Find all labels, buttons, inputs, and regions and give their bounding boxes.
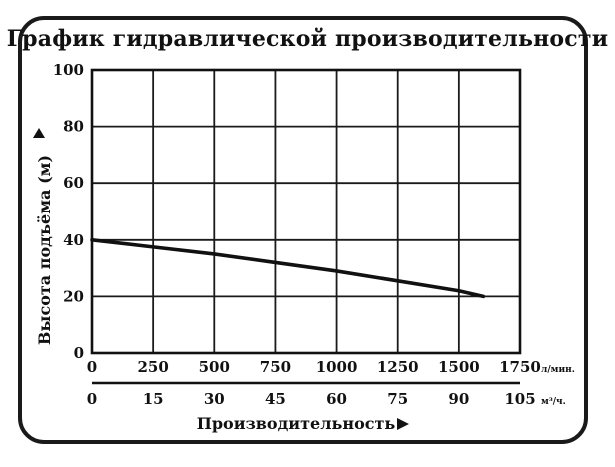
- x-axis-title: Производительность: [197, 414, 396, 433]
- y-tick-label: 100: [53, 61, 84, 79]
- x-tick-labels-primary: 0 250 500 750 1000 1250 1500 1750: [87, 358, 541, 376]
- x-axis-arrow-icon: [397, 418, 409, 430]
- grid: [90, 68, 522, 385]
- y-tick-labels: 0 20 40 60 80 100: [53, 61, 84, 362]
- x-tick-label-primary: 1250: [377, 358, 419, 376]
- x-axis-title-group: Производительность: [197, 414, 409, 433]
- y-tick-label: 60: [63, 174, 84, 192]
- x-unit-primary: л/мин.: [541, 365, 575, 375]
- y-tick-label: 20: [63, 287, 84, 305]
- y-axis-title: Высота подъёма (м): [35, 155, 54, 345]
- x-tick-label-primary: 0: [87, 358, 97, 376]
- y-tick-label: 80: [63, 118, 84, 136]
- x-tick-label-secondary: 90: [448, 390, 469, 408]
- x-tick-label-secondary: 0: [87, 390, 97, 408]
- x-tick-label-secondary: 75: [387, 390, 408, 408]
- x-tick-label-secondary: 15: [143, 390, 164, 408]
- y-tick-label: 40: [63, 231, 84, 249]
- chart-title: График гидравлической производительности: [6, 26, 609, 52]
- x-tick-label-primary: 1000: [316, 358, 358, 376]
- plot-border: [90, 68, 522, 355]
- x-tick-label-primary: 250: [137, 358, 168, 376]
- y-axis-title-group: Высота подъёма (м): [33, 128, 54, 345]
- x-tick-label-secondary: 105: [504, 390, 535, 408]
- x-tick-label-primary: 1750: [499, 358, 541, 376]
- y-tick-label: 0: [74, 344, 84, 362]
- series-line: [90, 238, 486, 299]
- x-tick-label-primary: 750: [260, 358, 291, 376]
- chart-frame: [18, 16, 588, 444]
- x-tick-label-primary: 500: [199, 358, 230, 376]
- x-tick-label-secondary: 30: [204, 390, 225, 408]
- x-unit-secondary: м³/ч.: [541, 397, 566, 407]
- series: [90, 238, 486, 299]
- x-tick-labels-secondary: 0 15 30 45 60 75 90 105: [87, 390, 536, 408]
- x-tick-label-secondary: 60: [326, 390, 347, 408]
- x-tick-label-primary: 1500: [438, 358, 480, 376]
- y-axis-arrow-icon: [33, 128, 45, 138]
- x-tick-label-secondary: 45: [265, 390, 286, 408]
